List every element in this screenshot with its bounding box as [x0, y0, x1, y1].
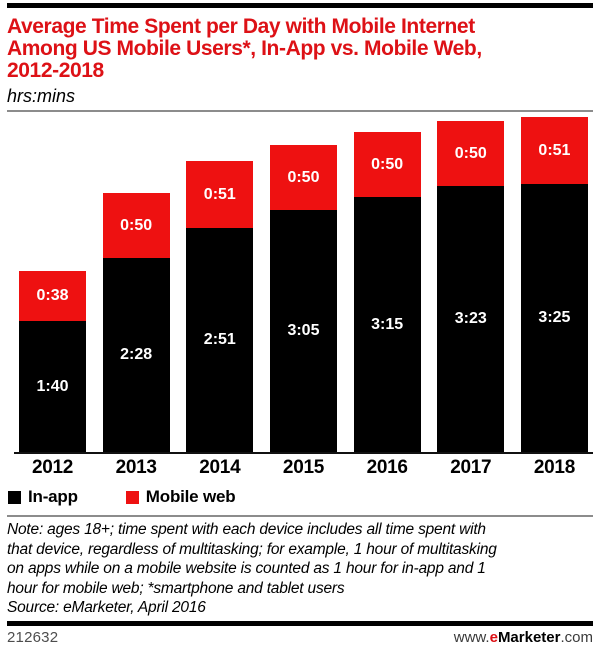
bar-value-label: 3:15 — [371, 315, 404, 333]
bar-value-label: 3:23 — [454, 310, 487, 327]
legend-swatch-mobile-web — [125, 490, 139, 504]
bar-value-label: 2:51 — [203, 331, 236, 348]
legend-item-mobile-web: Mobile web — [125, 487, 236, 507]
note-line-2: that device, regardless of multitasking;… — [7, 540, 497, 558]
bar-value-label: 0:50 — [120, 216, 153, 234]
bar-segment-in-app-2015: 3:05 — [269, 210, 337, 452]
bar-value-label: 3:05 — [287, 322, 320, 339]
site-url-prefix: www. — [453, 628, 490, 646]
x-tick-2012: 2012 — [31, 457, 74, 478]
bar-value-label: 0:51 — [203, 185, 236, 203]
bar-column-2014: 0:51 2:51 — [186, 161, 254, 452]
bar-value-label: 0:50 — [454, 144, 487, 162]
x-tick-2013: 2013 — [115, 457, 157, 478]
plot-area: 0:38 1:40 0:50 2:28 0:51 2:51 0:50 3:05 0:50 3:15… — [14, 112, 593, 454]
chart-units-subtitle: hrs:mins — [7, 86, 76, 106]
bar-segment-in-app-2018: 3:25 — [520, 184, 588, 452]
legend-label-mobile-web: Mobile web — [145, 487, 236, 506]
bar-column-2013: 0:50 2:28 — [102, 193, 170, 452]
x-axis: 2012 2013 2014 2015 2016 2017 2018 — [14, 454, 593, 481]
x-tick-2017: 2017 — [450, 457, 492, 478]
chart-page: Average Time Spent per Day with Mobile I… — [0, 3, 600, 646]
bar-segment-mobile-web-2013: 0:50 — [102, 193, 170, 258]
bar-segment-mobile-web-2016: 0:50 — [353, 132, 421, 197]
legend: In-app Mobile web — [7, 487, 593, 507]
bar-value-label: 3:25 — [538, 309, 571, 326]
top-rule — [7, 3, 593, 8]
chart-title-line-1: Average Time Spent per Day with Mobile I… — [7, 15, 475, 38]
bar-segment-in-app-2016: 3:15 — [353, 197, 421, 452]
bar-segment-in-app-2012: 1:40 — [19, 321, 86, 452]
footer: 212632 www.eMarketer.com — [7, 629, 593, 646]
note-line-4: hour for mobile web; *smartphone and tab… — [7, 579, 345, 597]
bar-segment-mobile-web-2015: 0:50 — [269, 145, 337, 210]
bar-segment-mobile-web-2017: 0:50 — [437, 121, 505, 186]
legend-label-in-app: In-app — [28, 487, 78, 506]
note-block: Note: ages 18+; time spent with each dev… — [7, 520, 593, 618]
x-tick-2014: 2014 — [199, 457, 241, 478]
site-url: www.eMarketer.com — [454, 629, 593, 646]
x-tick-2016: 2016 — [366, 457, 408, 478]
bar-value-label: 0:50 — [287, 168, 320, 186]
bar-value-label: 0:50 — [371, 155, 404, 173]
bar-segment-in-app-2014: 2:51 — [186, 228, 254, 452]
chart-title-line-2: Among US Mobile Users*, In-App vs. Mobil… — [7, 37, 482, 60]
bar-segment-mobile-web-2018: 0:51 — [520, 117, 588, 184]
note-line-3: on apps while on a mobile website is cou… — [7, 560, 486, 578]
bar-column-2012: 0:38 1:40 — [19, 271, 86, 452]
chart-id: 212632 — [7, 628, 59, 646]
x-tick-2015: 2015 — [282, 457, 324, 478]
source-line: Source: eMarketer, April 2016 — [7, 599, 206, 617]
bar-segment-in-app-2017: 3:23 — [437, 186, 505, 452]
bar-column-2017: 0:50 3:23 — [437, 121, 505, 452]
bar-value-label: 0:38 — [36, 287, 69, 304]
x-tick-2018: 2018 — [533, 457, 575, 478]
site-brand-e: e — [489, 628, 498, 646]
bar-value-label: 0:51 — [538, 141, 571, 159]
site-brand-rest: Marketer — [497, 628, 561, 646]
bar-value-label: 1:40 — [36, 377, 69, 395]
chart-title: Average Time Spent per Day with Mobile I… — [7, 16, 593, 82]
bar-column-2018: 0:51 3:25 — [520, 117, 588, 452]
bar-column-2015: 0:50 3:05 — [269, 145, 337, 452]
bar-segment-in-app-2013: 2:28 — [102, 258, 170, 452]
header-divider — [7, 110, 593, 112]
bar-value-label: 2:28 — [120, 346, 153, 363]
chart-title-line-3: 2012-2018 — [7, 59, 104, 82]
bottom-rule — [7, 620, 593, 626]
bar-segment-mobile-web-2014: 0:51 — [186, 161, 254, 228]
note-line-1: Note: ages 18+; time spent with each dev… — [7, 521, 486, 538]
legend-item-in-app: In-app — [8, 487, 78, 507]
legend-swatch-in-app — [8, 490, 21, 504]
bar-column-2016: 0:50 3:15 — [353, 132, 421, 452]
site-url-suffix: .com — [560, 628, 593, 646]
note-divider — [7, 515, 593, 517]
bar-segment-mobile-web-2012: 0:38 — [19, 271, 86, 321]
